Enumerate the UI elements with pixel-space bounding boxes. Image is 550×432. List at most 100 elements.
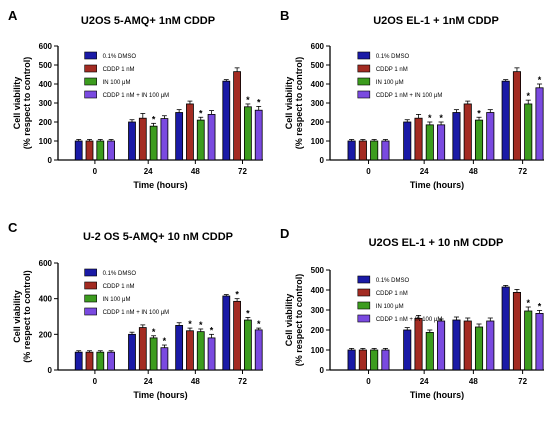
x-tick-label: 72	[238, 377, 247, 386]
bar	[501, 286, 510, 371]
x-tick-label: 48	[191, 377, 200, 386]
bar	[107, 140, 115, 161]
y-tick-label: 600	[39, 259, 53, 268]
legend-swatch	[84, 77, 97, 86]
chart-title: U-2 OS 5-AMQ+ 10 nM CDDP	[83, 231, 233, 243]
significance-star: *	[199, 320, 203, 330]
y-axis-label: Cell viability(% respect to control)	[284, 274, 304, 367]
chart-title: U2OS 5-AMQ+ 1nM CDDP	[81, 15, 215, 27]
bar	[486, 112, 495, 161]
bar	[403, 121, 412, 161]
y-axis-label-line: Cell viability	[284, 294, 294, 347]
x-tick-label: 0	[93, 167, 98, 176]
bar	[107, 351, 115, 371]
panel-label: C	[8, 220, 18, 235]
significance-star: *	[477, 108, 481, 118]
x-tick-label: 0	[366, 377, 371, 386]
bar	[437, 320, 446, 371]
panel-label: A	[8, 8, 18, 23]
bar	[207, 114, 216, 161]
bar	[474, 119, 484, 161]
bar	[74, 351, 83, 371]
y-tick-label: 300	[39, 99, 53, 108]
bar	[138, 117, 147, 161]
x-tick-label: 24	[420, 377, 429, 386]
bar	[85, 351, 94, 371]
bar	[186, 103, 194, 161]
legend-swatch	[357, 301, 371, 310]
bar	[222, 80, 231, 161]
y-tick-label: 400	[39, 80, 53, 89]
y-tick-label: 0	[48, 156, 53, 165]
bar	[96, 140, 105, 161]
bar	[512, 71, 521, 161]
bar	[149, 125, 158, 161]
y-axis-label-line: Cell viability	[12, 77, 22, 130]
legend-label: IN 100 μM	[103, 297, 131, 303]
bar	[381, 140, 390, 161]
legend-label: CDDP 1 nM	[103, 67, 135, 73]
bar	[414, 117, 423, 161]
legend-swatch	[84, 307, 97, 316]
bar	[74, 140, 83, 161]
significance-star: *	[152, 114, 156, 124]
significance-star: *	[428, 113, 432, 123]
y-tick-label: 300	[311, 306, 325, 315]
bar	[160, 118, 169, 161]
y-tick-label: 100	[39, 137, 53, 146]
significance-star: *	[246, 95, 250, 105]
bar	[535, 87, 544, 161]
legend-swatch	[357, 77, 371, 86]
significance-star: *	[210, 325, 214, 335]
y-axis-label-line: (% respect to control)	[22, 57, 32, 150]
y-tick-label: 200	[311, 326, 325, 335]
bar	[474, 326, 484, 371]
significance-star: *	[526, 298, 530, 308]
bar	[486, 320, 495, 371]
bar	[233, 71, 241, 161]
legend-label: 0.1% DMSO	[103, 271, 137, 277]
bar	[244, 106, 252, 161]
bar	[524, 103, 533, 161]
legend-label: IN 100 μM	[376, 80, 404, 86]
y-tick-label: 600	[39, 42, 53, 51]
y-axis-label: Cell viability(% respect to control)	[12, 57, 32, 150]
legend-label: IN 100 μM	[103, 80, 131, 86]
x-tick-label: 72	[518, 377, 527, 386]
y-axis-label-line: (% respect to control)	[22, 270, 32, 363]
bar	[425, 331, 434, 371]
bar	[463, 320, 472, 371]
x-tick-label: 24	[144, 377, 153, 386]
bar	[244, 319, 252, 371]
legend-label: CDDP 1 nM	[376, 67, 408, 73]
bar	[452, 112, 461, 161]
bar	[452, 319, 461, 371]
y-tick-label: 300	[311, 99, 325, 108]
legend-label: CDDP 1 nM + IN 100 μM	[103, 310, 170, 316]
significance-star: *	[439, 113, 443, 123]
bar	[370, 140, 379, 161]
y-tick-label: 400	[311, 286, 325, 295]
bar	[381, 349, 390, 371]
y-tick-label: 0	[320, 156, 325, 165]
x-tick-label: 48	[469, 377, 478, 386]
x-tick-label: 48	[469, 167, 478, 176]
bar	[501, 80, 510, 161]
bar	[222, 295, 231, 371]
legend-swatch	[84, 64, 97, 73]
x-axis-label: Time (hours)	[133, 390, 187, 400]
y-tick-label: 200	[39, 330, 53, 339]
bar	[254, 329, 263, 371]
significance-star: *	[538, 301, 542, 311]
bar	[196, 331, 205, 371]
y-tick-label: 500	[311, 266, 325, 275]
y-axis-label-line: Cell viability	[12, 290, 22, 343]
bar	[437, 124, 446, 161]
bar	[96, 351, 105, 371]
bar	[425, 124, 434, 161]
bar	[175, 112, 184, 161]
bar	[128, 121, 136, 161]
panel-label: D	[280, 226, 289, 241]
legend-swatch	[357, 288, 371, 297]
significance-star: *	[257, 97, 261, 107]
